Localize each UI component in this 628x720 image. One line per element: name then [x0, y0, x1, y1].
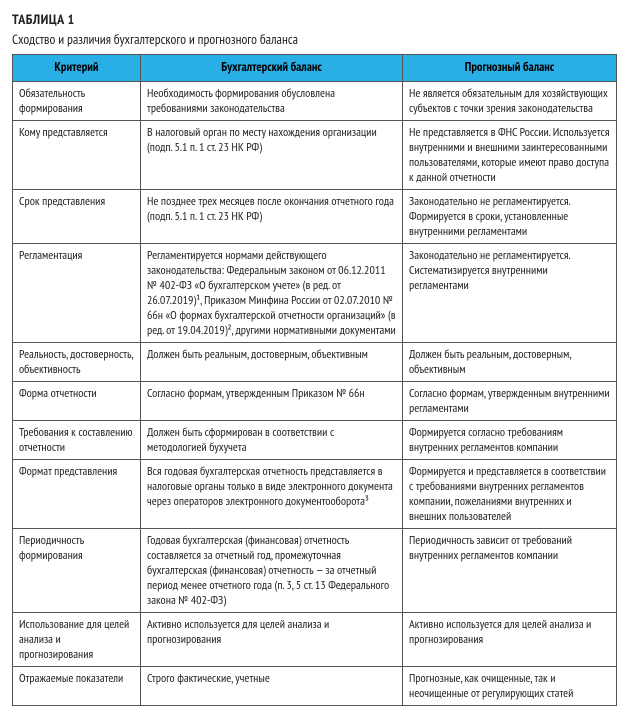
cell-forecast: Не представляется в ФНС России. Использу… — [403, 120, 617, 189]
table-row: Кому представляется В налоговый орган по… — [13, 120, 617, 189]
cell-accounting: Не позднее трех месяцев после окончания … — [141, 189, 403, 243]
table-number: ТАБЛИЦА 1 — [12, 10, 616, 28]
cell-accounting: Годовая бухгалтерская (финансовая) отчет… — [141, 528, 403, 612]
cell-forecast: Должен быть реальным, достоверным, объек… — [403, 342, 617, 381]
table-header-row: Критерий Бухгалтерский баланс Прогнозный… — [13, 55, 617, 82]
cell-criterion: Форма отчетности — [13, 381, 141, 420]
cell-criterion: Обязательность формирования — [13, 81, 141, 120]
cell-forecast: Законодательно не регламентируется. Сист… — [403, 243, 617, 342]
cell-forecast: Не является обязательным для хозяйствующ… — [403, 81, 617, 120]
cell-criterion: Использование для целей анализа и прогно… — [13, 612, 141, 666]
table-row: Требования к составлению отчетности Долж… — [13, 420, 617, 459]
cell-criterion: Требования к составлению отчетности — [13, 420, 141, 459]
cell-accounting: Регламентируется нормами действующего за… — [141, 243, 403, 342]
cell-forecast: Формируется согласно требованиям внутрен… — [403, 420, 617, 459]
cell-accounting: В налоговый орган по месту нахождения ор… — [141, 120, 403, 189]
table-row: Формат представления Вся годовая бухгалт… — [13, 459, 617, 528]
cell-accounting: Активно используется для целей анализа и… — [141, 612, 403, 666]
cell-accounting: Должен быть сформирован в соответствии с… — [141, 420, 403, 459]
cell-criterion: Отражаемые показатели — [13, 666, 141, 705]
table-row: Обязательность формирования Необходимост… — [13, 81, 617, 120]
cell-criterion: Срок представления — [13, 189, 141, 243]
cell-forecast: Законодательно не регламентируется. Форм… — [403, 189, 617, 243]
table-row: Отражаемые показатели Строго фактические… — [13, 666, 617, 705]
cell-criterion: Реальность, достоверность, объективность — [13, 342, 141, 381]
cell-criterion: Кому представляется — [13, 120, 141, 189]
table-row: Периодичность формирования Годовая бухга… — [13, 528, 617, 612]
table-row: Форма отчетности Согласно формам, утверж… — [13, 381, 617, 420]
col-header-forecast: Прогнозный баланс — [403, 55, 617, 82]
cell-forecast: Формируется и представляется в соответст… — [403, 459, 617, 528]
comparison-table: Критерий Бухгалтерский баланс Прогнозный… — [12, 54, 617, 706]
cell-forecast: Периодичность зависит от требований внут… — [403, 528, 617, 612]
cell-forecast: Прогнозные, как очищенные, так и неочище… — [403, 666, 617, 705]
cell-criterion: Регламентация — [13, 243, 141, 342]
cell-criterion: Периодичность формирования — [13, 528, 141, 612]
table-caption: Сходство и различия бухгалтерского и про… — [12, 30, 616, 48]
table-row: Использование для целей анализа и прогно… — [13, 612, 617, 666]
table-row: Срок представления Не позднее трех месяц… — [13, 189, 617, 243]
cell-criterion: Формат представления — [13, 459, 141, 528]
page: ТАБЛИЦА 1 Сходство и различия бухгалтерс… — [0, 0, 628, 720]
table-row: Регламентация Регламентируется нормами д… — [13, 243, 617, 342]
cell-accounting: Вся годовая бухгалтерская отчетность пре… — [141, 459, 403, 528]
col-header-accounting: Бухгалтерский баланс — [141, 55, 403, 82]
cell-accounting: Согласно формам, утвержденным Приказом №… — [141, 381, 403, 420]
cell-forecast: Активно используется для целей анализа и… — [403, 612, 617, 666]
col-header-criterion: Критерий — [13, 55, 141, 82]
cell-accounting: Необходимость формирования обусловлена т… — [141, 81, 403, 120]
cell-accounting: Должен быть реальным, достоверным, объек… — [141, 342, 403, 381]
table-body: Обязательность формирования Необходимост… — [13, 81, 617, 705]
table-row: Реальность, достоверность, объективность… — [13, 342, 617, 381]
table-header: Критерий Бухгалтерский баланс Прогнозный… — [13, 55, 617, 82]
cell-forecast: Согласно формам, утвержденным внутренним… — [403, 381, 617, 420]
cell-accounting: Строго фактические, учетные — [141, 666, 403, 705]
